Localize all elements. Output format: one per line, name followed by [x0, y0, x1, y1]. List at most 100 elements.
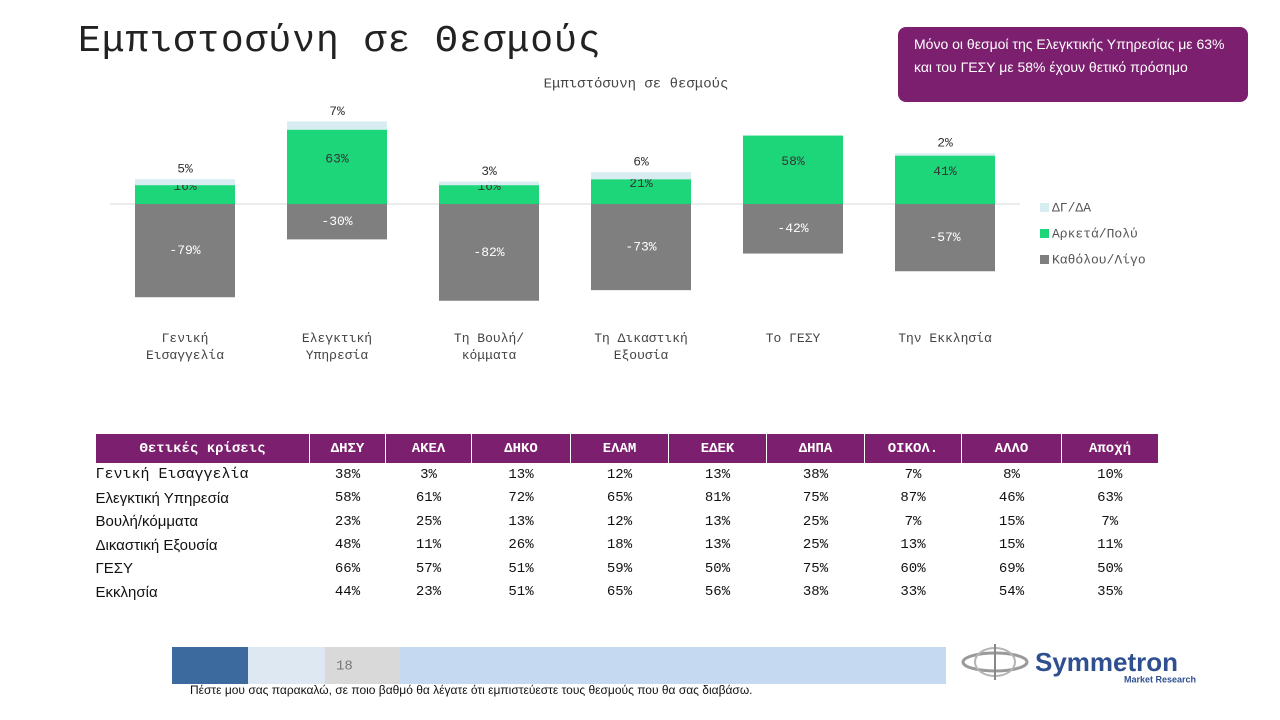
chart-title: Εμπιστόσυνη σε θεσμούς [544, 77, 729, 93]
data-label: 63% [325, 151, 349, 166]
logo-subtitle: Market Research [1124, 674, 1196, 684]
table-header: ΟΙΚΟΛ. [864, 434, 962, 463]
table-cell: 48% [334, 537, 361, 554]
table-cell: 59% [606, 560, 633, 577]
data-label: -30% [321, 214, 352, 229]
callout: Μόνο οι θεσμοί της Ελεγκτικής Υπηρεσίας … [898, 27, 1248, 102]
bar-segment [439, 185, 539, 204]
x-tick-label: Το ΓΕΣΥ [765, 331, 821, 346]
table-cell: 58% [334, 490, 361, 507]
data-label: 7% [329, 104, 345, 119]
table-header: ΔΗΠΑ [766, 434, 865, 463]
table-cell: 50% [1097, 560, 1123, 577]
data-label: 41% [933, 164, 957, 179]
data-label: 16% [477, 179, 501, 194]
bar-segment [591, 179, 691, 204]
table-cell: 69% [998, 560, 1025, 577]
table-cell: 7% [904, 513, 922, 530]
x-tick-label: Τη Βουλή/κόμματα [453, 331, 525, 363]
table-header: ΔΗΣΥ [309, 434, 386, 463]
table-header: ΕΔΕΚ [668, 434, 767, 463]
table-cell: 10% [1097, 466, 1123, 483]
table-cell: 11% [1097, 537, 1123, 554]
table-cell: 12% [606, 513, 633, 530]
data-label: 58% [781, 154, 805, 169]
table-cell: 25% [802, 513, 829, 530]
table-cell: 51% [508, 584, 534, 601]
table-cell: 13% [704, 513, 731, 530]
bar-segment [439, 204, 539, 301]
data-table: Θετικές κρίσεις ΔΗΣΥ ΑΚΕΛ ΔΗΚΟ ΕΛΑΜ ΕΔΕΚ ΔΗΠΑ Ο… [95, 434, 1158, 604]
table-cell: 57% [415, 560, 442, 577]
table-header: Θετικές κρίσεις [95, 434, 310, 463]
row-label: Βουλή/κόμματα [95, 513, 199, 531]
footer-block [400, 647, 946, 684]
table-cell: 15% [998, 537, 1025, 554]
bar-segment [135, 185, 235, 204]
table-cell: 26% [508, 537, 534, 554]
table-header: Αποχή [1061, 434, 1158, 463]
table-cell: 54% [998, 584, 1025, 601]
table-cell: 8% [1003, 466, 1020, 483]
data-label: 5% [177, 162, 193, 177]
footer: 18 Πέστε μου σας παρακαλώ, σε ποιο βαθμό… [172, 644, 1196, 697]
footnote: Πέστε μου σας παρακαλώ, σε ποιο βαθμό θα… [190, 683, 753, 697]
table-cell: 75% [802, 490, 829, 507]
table-cell: 15% [998, 513, 1025, 530]
row-label: Ελεγκτική Υπηρεσία [95, 489, 229, 507]
table-cell: 13% [508, 466, 534, 483]
table-cell: 13% [508, 513, 534, 530]
table-cell: 51% [508, 560, 534, 577]
bar-segment [591, 172, 691, 180]
row-label: Δικαστική Εξουσία [95, 536, 218, 554]
logo-name: Symmetron [1035, 647, 1178, 677]
table-cell: 61% [415, 490, 442, 507]
data-label: 3% [481, 164, 497, 179]
chart: Εμπιστόσυνη σε θεσμούς -79% 16% 5% -30% 63% 7… [110, 77, 1146, 301]
table-cell: 66% [334, 560, 361, 577]
data-label: -57% [929, 230, 960, 245]
bar-segment [895, 153, 995, 156]
table-cell: 25% [802, 537, 829, 554]
bar-segment [287, 129, 387, 204]
table-cell: 25% [415, 513, 442, 530]
table-cell: 50% [704, 560, 731, 577]
x-tick-label: Ελεγκτική Υπηρεσία [301, 331, 373, 363]
bar-segment [287, 204, 387, 240]
table-header: ΕΛΑΜ [570, 434, 669, 463]
bar-segment [895, 155, 995, 204]
table-cell: 11% [415, 537, 442, 554]
data-label: 6% [633, 155, 649, 170]
table-cell: 18% [606, 537, 633, 554]
table-cell: 46% [998, 490, 1025, 507]
table-cell: 60% [900, 560, 926, 577]
table-cell: 12% [606, 466, 633, 483]
table-cell: 75% [802, 560, 829, 577]
table-cell: 13% [704, 466, 731, 483]
bar-segment [135, 179, 235, 186]
table-cell: 56% [704, 584, 731, 601]
table-cell: 38% [802, 466, 829, 483]
data-label: 2% [937, 136, 953, 151]
row-label: Γενική Εισαγγελία [95, 466, 249, 484]
row-label: ΓΕΣΥ [95, 560, 134, 578]
row-label: Εκκλησία [95, 583, 158, 601]
table-cell: 44% [334, 584, 361, 601]
table-cell: 38% [802, 584, 829, 601]
table-cell: 23% [334, 513, 361, 530]
table-cell: 7% [1101, 513, 1119, 530]
footer-block [248, 647, 325, 684]
bar-segment [591, 204, 691, 291]
table-cell: 23% [415, 584, 442, 601]
table-cell: 72% [508, 490, 534, 507]
bar-segment [439, 181, 539, 186]
bar-segment [287, 121, 387, 130]
table-cell: 7% [904, 466, 922, 483]
table-header: ΑΚΕΛ [385, 434, 472, 463]
footer-block [172, 647, 248, 684]
legend-label: Αρκετά/Πολύ [1052, 226, 1138, 241]
bar-segment [743, 135, 843, 204]
table-cell: 35% [1097, 584, 1123, 601]
data-label: -73% [625, 240, 656, 255]
